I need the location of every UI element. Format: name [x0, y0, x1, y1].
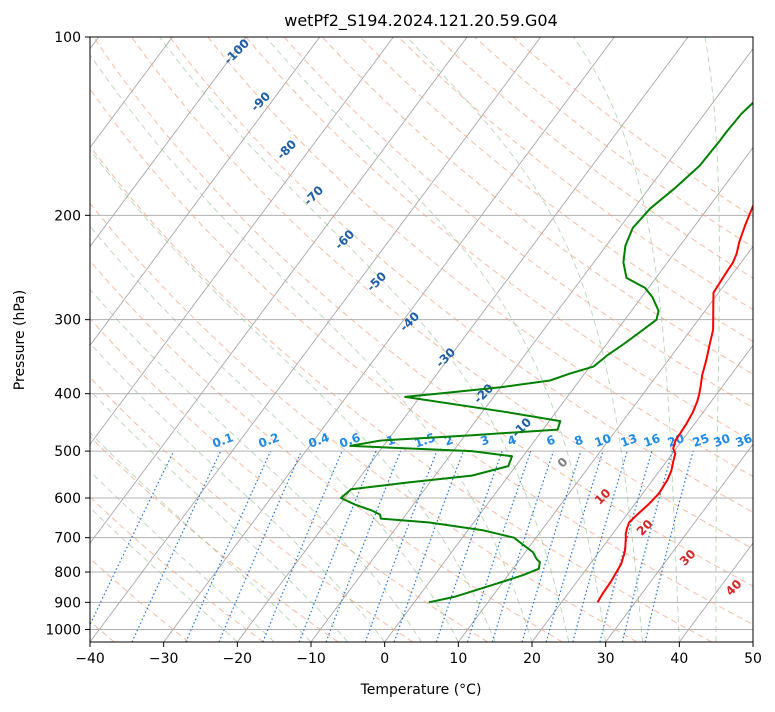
y-tick-label: 900 — [54, 595, 81, 611]
x-tick-label: −40 — [75, 651, 105, 667]
x-tick-label: 50 — [744, 651, 762, 667]
x-tick-label: 0 — [380, 651, 389, 667]
x-tick-label: −30 — [149, 651, 179, 667]
x-tick-label: 20 — [523, 651, 541, 667]
y-tick-label: 600 — [54, 491, 81, 507]
x-tick-label: 10 — [449, 651, 467, 667]
x-tick-label: 30 — [597, 651, 615, 667]
x-axis-label: Temperature (°C) — [360, 682, 482, 698]
y-tick-label: 800 — [54, 565, 81, 581]
y-tick-label: 400 — [54, 387, 81, 403]
x-tick-label: −10 — [296, 651, 326, 667]
chart-title: wetPf2_S194.2024.121.20.59.G04 — [284, 11, 558, 31]
y-tick-label: 300 — [54, 313, 81, 329]
y-tick-label: 500 — [54, 444, 81, 460]
y-axis-label: Pressure (hPa) — [12, 290, 28, 390]
y-tick-label: 200 — [54, 208, 81, 224]
y-tick-label: 100 — [54, 30, 81, 46]
y-tick-label: 1000 — [45, 622, 81, 638]
y-tick-label: 700 — [54, 531, 81, 547]
x-tick-label: −20 — [223, 651, 253, 667]
x-tick-label: 40 — [670, 651, 688, 667]
